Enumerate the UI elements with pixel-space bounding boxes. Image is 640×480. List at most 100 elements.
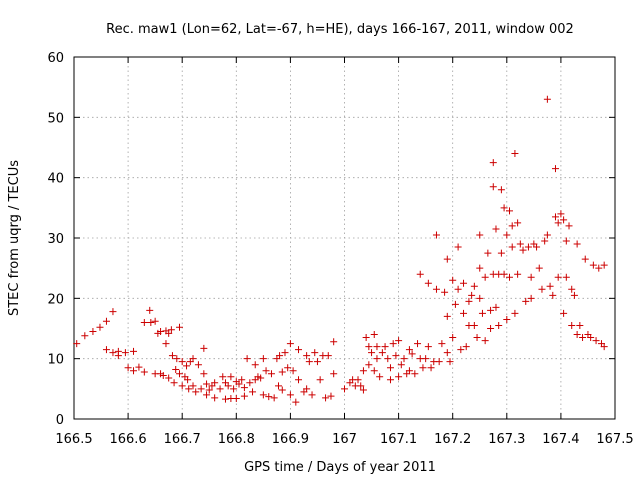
data-point: [516, 240, 524, 248]
x-tick-label: 167: [332, 432, 357, 447]
data-point: [432, 285, 440, 293]
data-point: [503, 315, 511, 323]
data-point: [357, 382, 365, 390]
data-point: [238, 376, 246, 384]
y-tick-label: 30: [47, 232, 64, 247]
data-point: [102, 317, 110, 325]
data-point: [476, 264, 484, 272]
data-point: [432, 231, 440, 239]
data-point: [481, 273, 489, 281]
data-point: [476, 294, 484, 302]
data-point: [165, 374, 173, 382]
data-point: [165, 329, 173, 337]
data-point: [511, 150, 519, 158]
data-point: [278, 386, 286, 394]
data-point: [443, 349, 451, 357]
data-point: [557, 210, 565, 218]
data-point: [443, 255, 451, 263]
y-tick-label: 60: [47, 51, 64, 66]
data-point: [146, 306, 154, 314]
x-tick-label: 167.1: [380, 432, 417, 447]
data-point: [81, 332, 89, 340]
data-point: [376, 373, 384, 381]
data-point: [562, 273, 570, 281]
data-point: [551, 213, 559, 221]
data-point: [278, 368, 286, 376]
data-point: [473, 334, 481, 342]
data-point: [295, 376, 303, 384]
data-point: [259, 355, 267, 363]
data-point: [560, 309, 568, 317]
data-point: [422, 355, 430, 363]
data-point: [316, 376, 324, 384]
data-point: [468, 291, 476, 299]
data-point: [462, 343, 470, 351]
data-point: [168, 352, 176, 360]
data-point: [470, 282, 478, 290]
data-point: [476, 231, 484, 239]
data-point: [289, 367, 297, 375]
y-tick-labels: 0 10 20 30 40 50 60: [47, 51, 64, 428]
data-point: [551, 165, 559, 173]
data-point: [506, 207, 514, 215]
data-point: [102, 346, 110, 354]
data-point: [292, 398, 300, 406]
data-point: [130, 367, 138, 375]
data-point: [573, 240, 581, 248]
data-point: [470, 321, 478, 329]
data-point: [114, 347, 122, 355]
data-point: [441, 288, 449, 296]
data-point: [600, 261, 608, 269]
data-point: [405, 367, 413, 375]
data-point: [465, 297, 473, 305]
data-point: [305, 358, 313, 366]
data-point: [562, 237, 570, 245]
data-point: [124, 364, 132, 372]
x-tick-label: 166.5: [55, 432, 92, 447]
data-point: [311, 349, 319, 357]
data-point: [167, 326, 175, 334]
data-point: [162, 340, 170, 348]
data-point: [240, 384, 248, 392]
data-point: [395, 337, 403, 345]
data-point: [194, 361, 202, 369]
data-point: [203, 380, 211, 388]
data-point: [527, 273, 535, 281]
data-point: [508, 222, 516, 230]
data-point: [600, 343, 608, 351]
data-point: [460, 279, 468, 287]
data-point: [416, 270, 424, 278]
data-point: [178, 382, 186, 390]
data-point: [109, 308, 117, 316]
data-point: [535, 264, 543, 272]
x-tick-label: 166.6: [109, 432, 146, 447]
data-point: [303, 352, 311, 360]
data-point: [157, 328, 165, 336]
data-point: [211, 379, 219, 387]
data-point: [527, 294, 535, 302]
data-point: [454, 285, 462, 293]
data-point: [489, 183, 497, 191]
data-point: [324, 352, 332, 360]
data-point: [395, 373, 403, 381]
x-tick-label: 166.9: [272, 432, 309, 447]
data-point: [568, 285, 576, 293]
data-point: [109, 349, 117, 357]
data-point: [211, 394, 219, 402]
data-point: [573, 331, 581, 339]
data-point: [259, 391, 267, 399]
data-point: [159, 372, 167, 380]
data-point: [286, 391, 294, 399]
data-point: [327, 392, 335, 400]
data-point: [508, 243, 516, 251]
data-point: [543, 231, 551, 239]
data-point: [427, 364, 435, 372]
data-point: [581, 255, 589, 263]
data-point: [274, 382, 282, 390]
y-tick-label: 40: [47, 172, 64, 187]
data-point: [359, 367, 367, 375]
data-point: [257, 374, 265, 382]
data-point: [457, 346, 465, 354]
data-point: [330, 338, 338, 346]
data-point: [446, 358, 454, 366]
